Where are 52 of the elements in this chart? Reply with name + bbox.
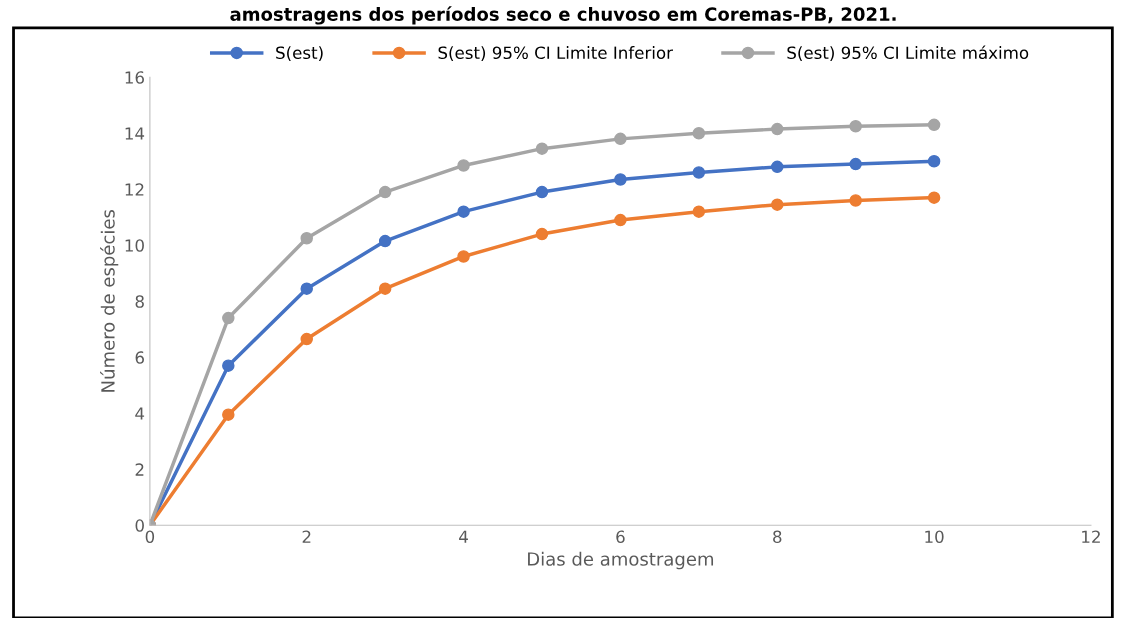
- point: [457, 250, 470, 263]
- point: [927, 191, 941, 204]
- y-tick-label: 12: [125, 183, 144, 196]
- point: [535, 227, 549, 241]
- legend-label: S(est) 95% CI Limite máximo: [787, 45, 1029, 61]
- x-tick-label: 12: [1082, 530, 1100, 543]
- x-tick-label: 2: [302, 530, 311, 543]
- point: [927, 118, 941, 132]
- y-tick-label: 4: [135, 407, 145, 420]
- x-axis-title: Dias de amostragem: [528, 551, 714, 570]
- point: [222, 359, 235, 372]
- point: [222, 408, 235, 421]
- x-tick-label: 8: [773, 530, 782, 544]
- point: [614, 173, 627, 186]
- point: [771, 198, 784, 211]
- point: [535, 185, 549, 199]
- y-axis-title: Número de espécies: [100, 210, 119, 392]
- y-tick-label: 16: [125, 71, 144, 84]
- point: [457, 205, 470, 218]
- y-tick-label: 2: [135, 463, 144, 476]
- point: [614, 132, 627, 146]
- y-tick-label: 0: [135, 519, 144, 532]
- x-tick-label: 4: [459, 530, 468, 543]
- point: [692, 166, 706, 179]
- point: [222, 311, 235, 325]
- point: [378, 185, 392, 199]
- legend-label: S(est): [276, 46, 323, 61]
- point: [300, 282, 313, 295]
- point: [378, 282, 392, 295]
- point: [614, 213, 627, 227]
- chart-title: amostragens dos períodos seco e chuvoso em Coremas-PB, 2021.: [230, 6, 896, 25]
- y-tick-label: 8: [135, 295, 144, 308]
- point: [927, 155, 941, 168]
- point: [771, 122, 784, 136]
- legend-label: S(est) 95% CI Limite Inferior: [438, 46, 673, 61]
- point: [849, 120, 862, 133]
- point: [300, 232, 313, 245]
- point: [535, 142, 549, 155]
- y-tick-label: 14: [125, 127, 145, 140]
- point: [771, 160, 784, 174]
- point: [692, 205, 706, 218]
- point: [457, 159, 470, 172]
- point: [849, 157, 862, 171]
- point: [378, 234, 392, 248]
- y-tick-label: 10: [125, 239, 144, 252]
- x-tick-label: 10: [925, 530, 944, 544]
- point: [692, 127, 706, 140]
- x-tick-label: 6: [616, 530, 625, 544]
- y-tick-label: 6: [135, 351, 144, 364]
- point: [300, 332, 313, 346]
- x-tick-label: 0: [145, 530, 155, 544]
- point: [849, 194, 862, 207]
